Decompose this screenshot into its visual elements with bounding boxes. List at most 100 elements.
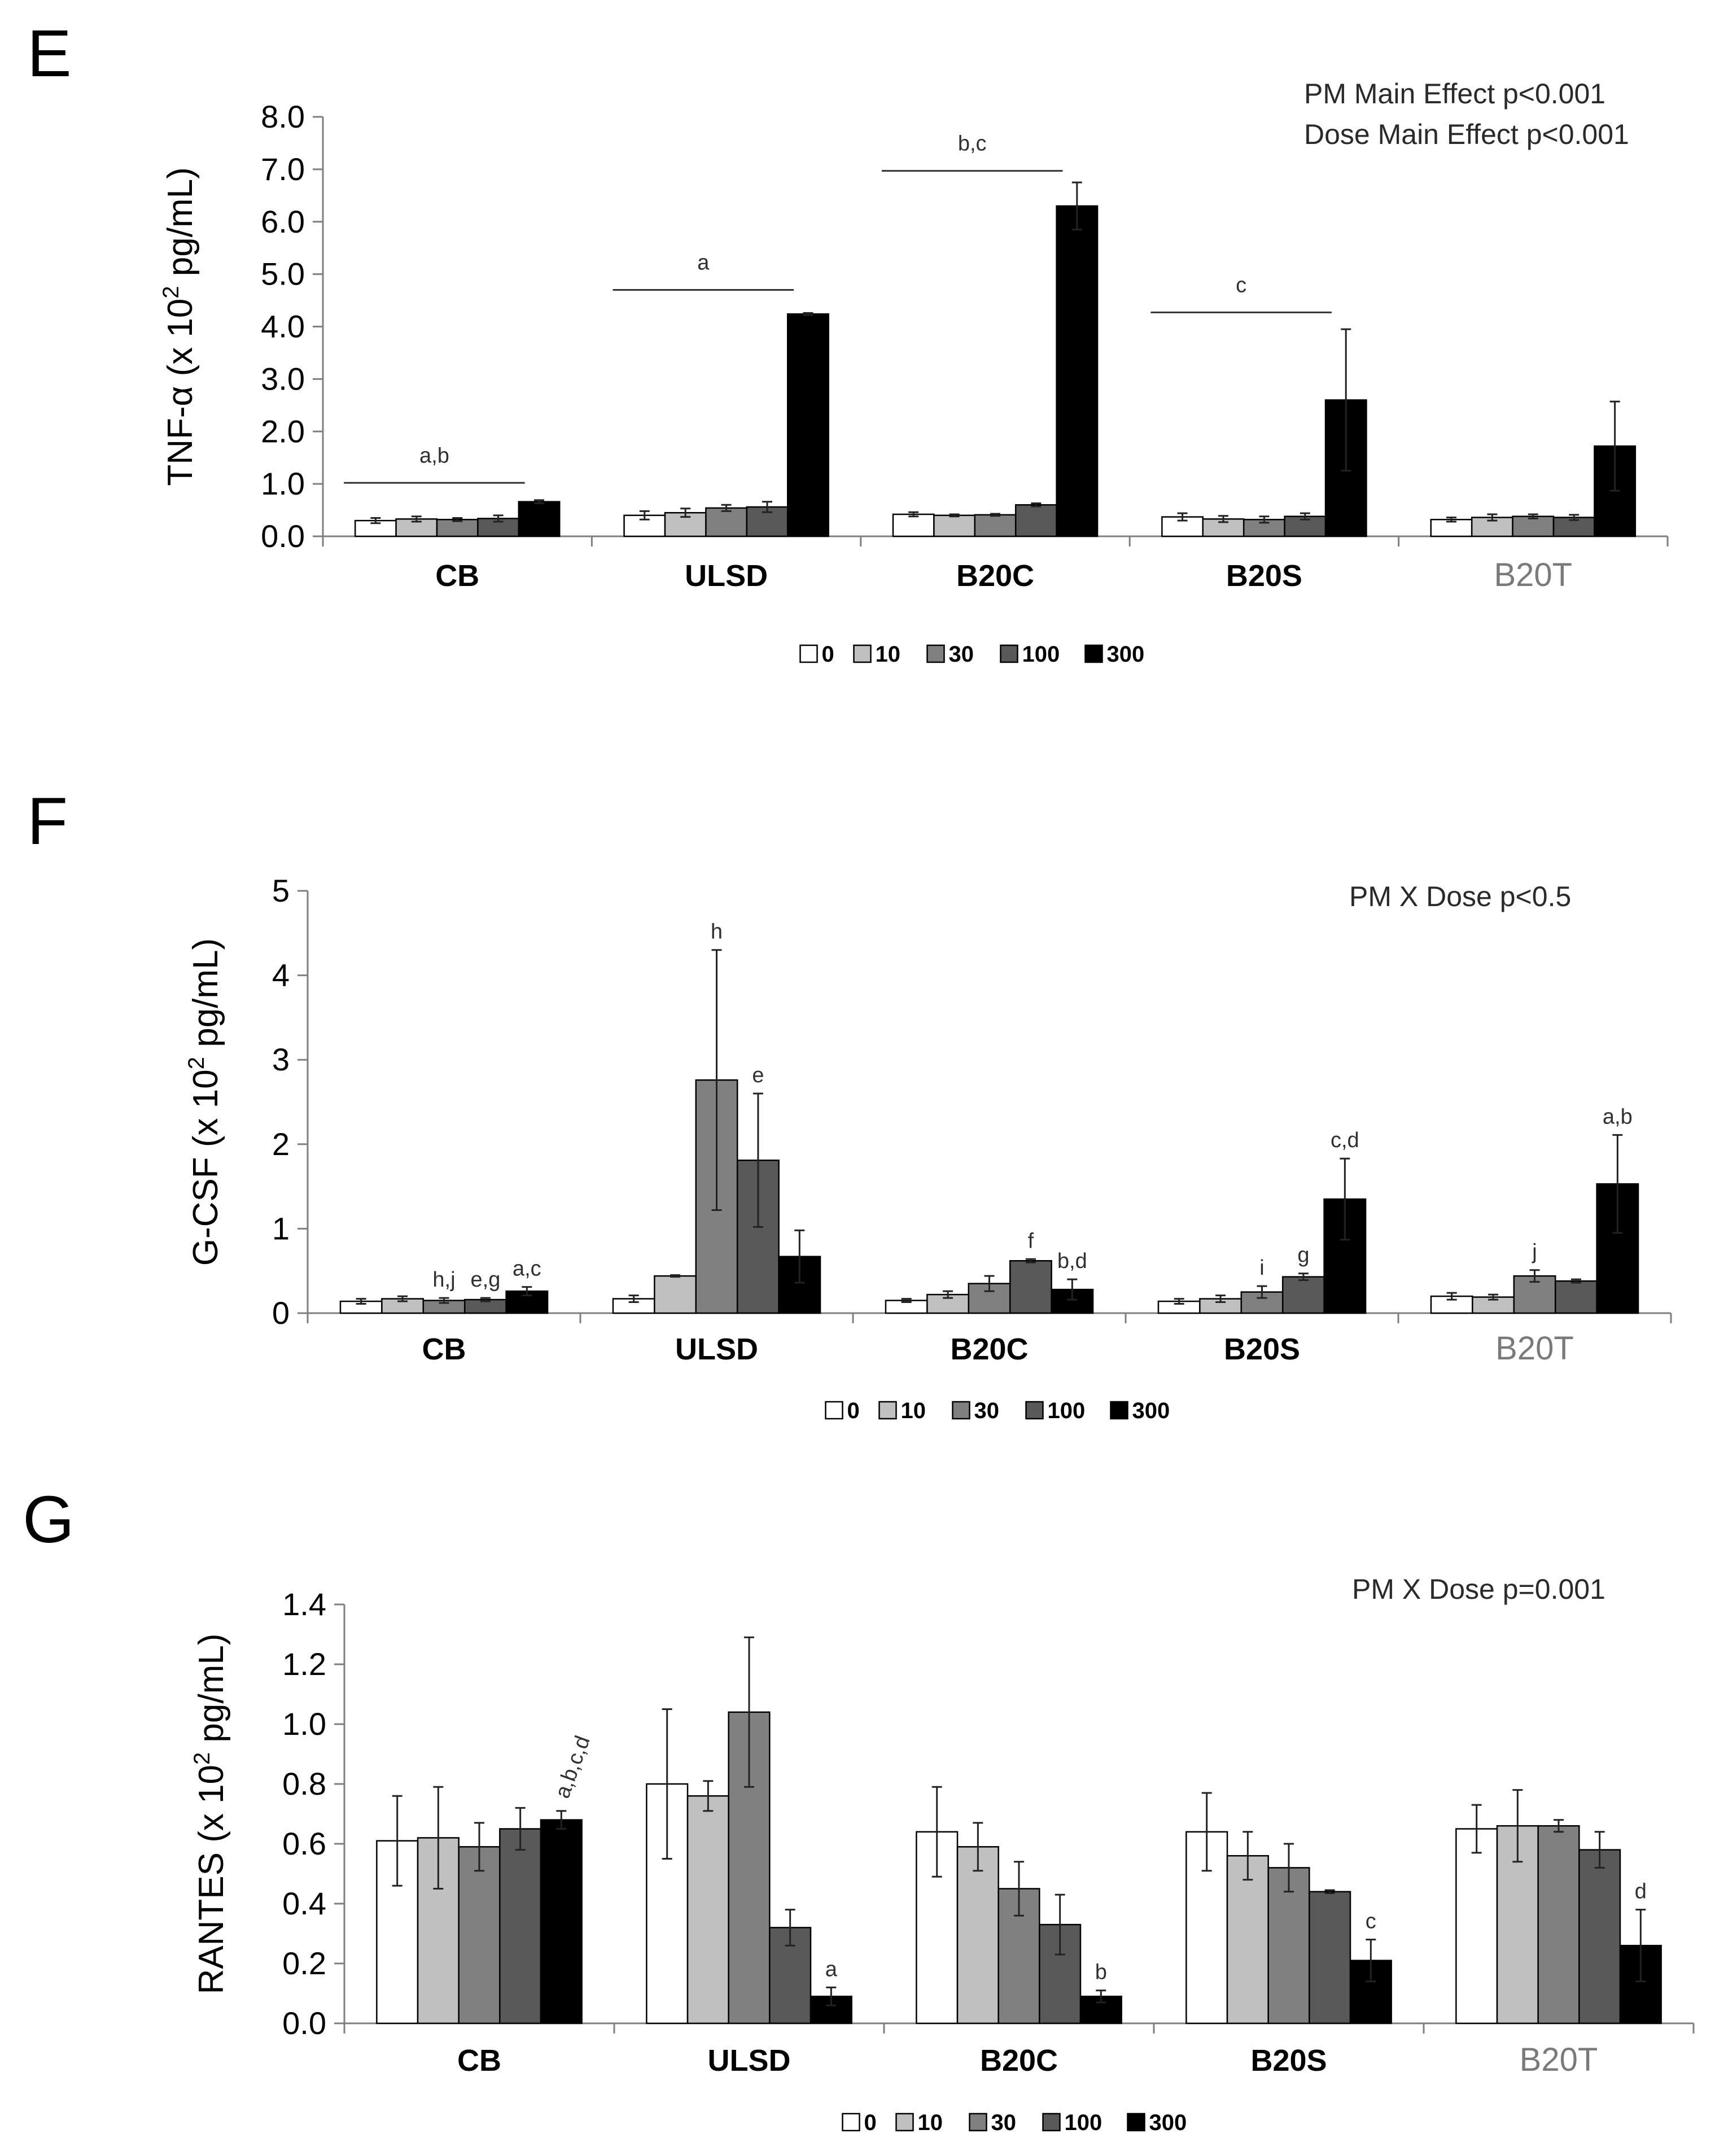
legend: 0 10 30 100 300 (799, 642, 1145, 667)
significance-letter: a (697, 251, 710, 274)
y-tick-label: 2 (272, 1126, 290, 1162)
significance-letter: b (1095, 1961, 1107, 1984)
y-tick-label: 0.4 (282, 1886, 326, 1921)
legend-swatch (952, 1401, 970, 1420)
bar (1455, 1828, 1498, 2024)
legend-swatch (853, 644, 872, 663)
legend: 0 10 30 100 300 (825, 1398, 1170, 1423)
legend-label: 300 (1149, 2110, 1187, 2135)
bar (1161, 516, 1204, 537)
significance-letter: d (1635, 1880, 1647, 1904)
significance-letter: a (825, 1957, 838, 1981)
legend-swatch (1000, 644, 1018, 663)
chart-panel-f: F 0 1 2 3 4 5 G-CSF (x 102 pg/mL) CB ULSD B20C B20S… (27, 784, 1672, 1423)
legend-label: 30 (991, 2110, 1017, 2135)
legend-swatch (825, 1401, 843, 1420)
legend-swatch (926, 644, 945, 663)
legend-swatch (878, 1401, 897, 1420)
legend-label: 10 (901, 1398, 926, 1423)
y-tick-label: 4 (272, 957, 290, 993)
y-axis-title: TNF-α (x 102 pg/mL) (159, 167, 200, 486)
y-tick-label: 5.0 (261, 256, 305, 292)
legend-label: 30 (974, 1398, 1000, 1423)
category-label: B20T (1495, 1330, 1574, 1367)
chart-panel-g: G 0.0 0.2 0.4 0.6 0.8 1.0 1.2 1.4 RANTES (x 102 p… (23, 1482, 1695, 2135)
legend-swatch (969, 2113, 987, 2132)
stats-note: PM X Dose p=0.001 (1352, 1573, 1605, 1605)
bar (499, 1828, 542, 2024)
y-tick-label: 1 (272, 1210, 290, 1246)
y-tick-label: 1.0 (282, 1706, 326, 1742)
bar (436, 519, 479, 537)
category-label: ULSD (685, 559, 768, 593)
y-tick-label: 0.0 (282, 2005, 326, 2041)
y-tick-label: 1.4 (282, 1586, 326, 1622)
bar (1009, 1260, 1052, 1314)
stats-note: PM X Dose p<0.5 (1349, 881, 1571, 912)
y-tick-label: 0.6 (282, 1826, 326, 1861)
y-tick-label: 3 (272, 1042, 290, 1077)
legend-swatch (842, 2113, 860, 2132)
bar (1472, 1296, 1515, 1314)
bar (1512, 515, 1555, 537)
y-tick-label: 2.0 (261, 413, 305, 449)
y-tick-label: 1.0 (261, 466, 305, 501)
legend-swatch (1084, 644, 1103, 663)
chart-panel-e: E 0.0 1.0 2.0 3.0 4.0 5.0 6.0 7.0 8.0 TNF-α (x 102… (27, 16, 1669, 667)
category-label: CB (457, 2044, 501, 2078)
bar (540, 1819, 583, 2024)
y-axis-title: RANTES (x 102 pg/mL) (190, 1634, 231, 1995)
significance-letter: b,d (1057, 1249, 1087, 1273)
legend-label: 10 (918, 2110, 943, 2135)
stats-note: PM Main Effect p<0.001 (1304, 78, 1605, 110)
significance-letter: c (1366, 1910, 1376, 1934)
bar (458, 1846, 501, 2024)
legend: 0 10 30 100 300 (842, 2110, 1187, 2135)
stats-note: Dose Main Effect p<0.001 (1304, 119, 1629, 150)
y-tick-label: 0.2 (282, 1945, 326, 1981)
category-label: B20S (1226, 559, 1302, 593)
y-tick-label: 3.0 (261, 361, 305, 396)
bar (1281, 1276, 1325, 1314)
y-axis-title: G-CSF (x 102 pg/mL) (184, 938, 225, 1266)
bar (518, 501, 561, 537)
legend-label: 10 (876, 642, 901, 667)
category-label: B20S (1250, 2044, 1327, 2078)
legend-swatch (1025, 1401, 1044, 1420)
legend-label: 30 (949, 642, 974, 667)
category-label: B20C (950, 1332, 1028, 1366)
significance-letter: c (1236, 273, 1246, 297)
category-label: B20C (980, 2044, 1058, 2078)
category-label: CB (422, 1332, 466, 1366)
significance-letter: i (1259, 1256, 1264, 1280)
legend-label: 0 (822, 642, 834, 667)
legend-label: 300 (1107, 642, 1145, 667)
panel-letter: G (23, 1482, 75, 1557)
bar (1537, 1825, 1580, 2024)
y-tick-label: 5 (272, 873, 290, 908)
significance-letter: g (1297, 1244, 1309, 1267)
category-label: B20T (1494, 557, 1572, 593)
bar (956, 1846, 999, 2024)
category-label: ULSD (708, 2044, 791, 2078)
y-tick-label: 7.0 (261, 151, 305, 187)
legend-swatch (799, 644, 818, 663)
significance-letter: f (1028, 1229, 1034, 1253)
legend-label: 300 (1132, 1398, 1170, 1423)
significance-letter: b,c (958, 132, 987, 156)
bar (1554, 1280, 1598, 1314)
bar (705, 507, 748, 537)
significance-letter: h (711, 920, 723, 944)
y-tick-label: 0.0 (261, 518, 305, 554)
significance-letter: e,g (471, 1268, 501, 1292)
y-tick-label: 6.0 (261, 204, 305, 239)
panel-letter: E (27, 16, 72, 91)
legend-swatch (895, 2113, 914, 2132)
bar (1014, 504, 1057, 537)
bar (1578, 1849, 1621, 2024)
y-tick-label: 0 (272, 1295, 290, 1331)
legend-swatch (1127, 2113, 1145, 2132)
legend-label: 100 (1065, 2110, 1102, 2135)
panel-letter: F (27, 784, 68, 859)
bar (654, 1275, 697, 1314)
